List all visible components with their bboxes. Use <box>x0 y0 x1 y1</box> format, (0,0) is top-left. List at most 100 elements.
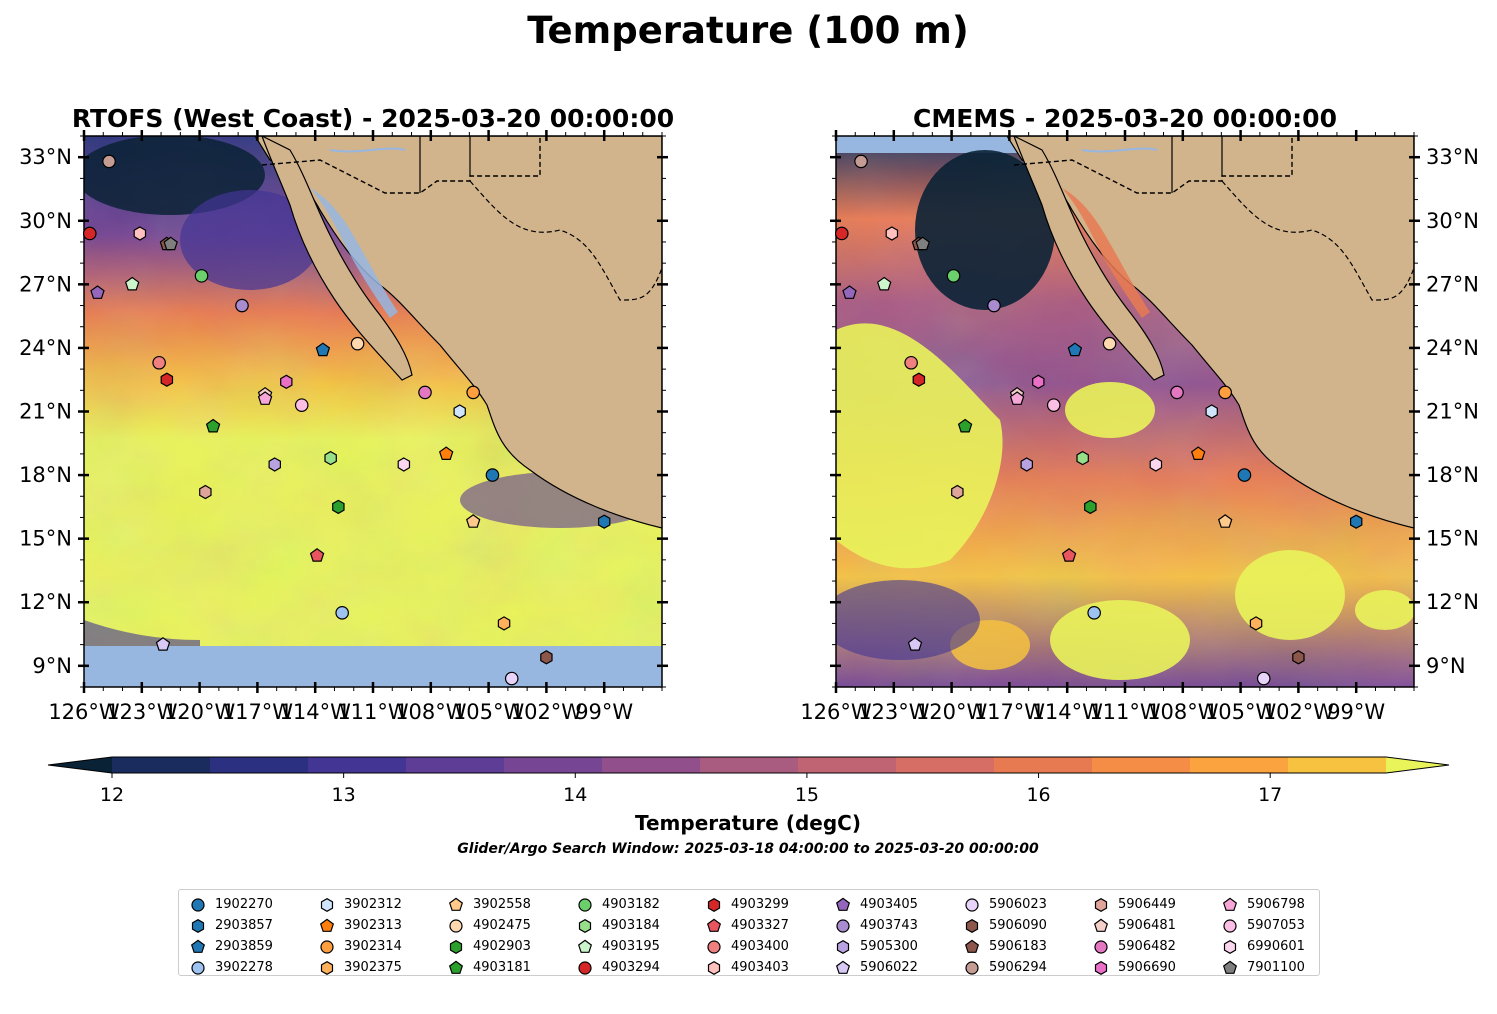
legend-label: 2903859 <box>215 939 273 954</box>
legend-marker-4903195 <box>577 939 593 953</box>
y-tick-label: 24°N <box>19 336 72 360</box>
legend-entry: 4902903 <box>447 936 531 957</box>
y-tick-label: 30°N <box>19 209 72 233</box>
legend-entry: 4902475 <box>447 915 531 936</box>
float-marker-4903405-rtofs <box>90 285 105 299</box>
float-marker-3902314-rtofs <box>466 385 480 400</box>
float-marker-5905300-cmems <box>1020 457 1034 472</box>
hexagon-marker-icon <box>1223 939 1237 954</box>
gulf-california-rtofs <box>310 188 398 318</box>
y-tick-label: 21°N <box>19 400 72 424</box>
legend-marker-5906482 <box>1094 939 1108 954</box>
pentagon-marker-icon <box>448 960 464 974</box>
circle-marker-icon <box>965 897 979 912</box>
colorbar-tick-label: 13 <box>332 784 356 806</box>
river-cmems <box>1081 147 1158 153</box>
legend-entry: 5906690 <box>1092 957 1176 978</box>
circle-marker-icon <box>320 939 334 954</box>
legend-marker-4903184 <box>578 918 592 933</box>
circle-marker-icon <box>578 960 592 975</box>
float-marker-5906482-cmems <box>1170 385 1184 400</box>
pentagon-marker-icon <box>706 918 722 932</box>
legend-column: 3902558 4902475 4902903 4903181 <box>447 894 531 978</box>
legend-label: 5906294 <box>989 960 1047 975</box>
x-tick-label: 111°W <box>1089 700 1161 724</box>
hexagon-marker-icon <box>320 960 334 975</box>
legend-entry: 4903403 <box>705 957 789 978</box>
legend-label: 3902558 <box>473 897 531 912</box>
float-marker-7901100-cmems <box>915 236 930 251</box>
pentagon-marker-icon <box>1222 897 1238 911</box>
legend-entry: 3902278 <box>189 957 273 978</box>
legend-entry: 5905300 <box>834 936 918 957</box>
gulf-california-cmems <box>1062 188 1150 318</box>
border-interior-rtofs <box>469 180 662 301</box>
float-marker-4903182-rtofs <box>194 269 209 283</box>
legend-marker-4903400 <box>707 939 721 954</box>
legend-entry: 1902270 <box>189 894 273 915</box>
float-marker-7901100-rtofs <box>163 236 178 251</box>
float-marker-5906449-rtofs <box>199 484 212 500</box>
legend-marker-2903859 <box>190 939 206 953</box>
circle-marker-icon <box>1094 939 1108 954</box>
hexagon-marker-icon <box>578 918 592 933</box>
float-marker-2903857-rtofs <box>597 514 611 529</box>
float-marker-5906090-cmems <box>1292 650 1305 665</box>
colorbar-segment <box>112 757 211 773</box>
colorbar-segment <box>308 757 407 773</box>
float-marker-3902375-cmems <box>1249 616 1263 631</box>
legend-marker-3902312 <box>320 897 334 912</box>
float-marker-4903743-rtofs <box>235 298 249 313</box>
legend-marker-3902313 <box>319 918 335 932</box>
float-marker-5906690-rtofs <box>280 374 293 389</box>
legend-label: 5906482 <box>1118 939 1176 954</box>
colorbar: 12 13 14 15 16 17 Temperature (degC) <box>47 756 1450 835</box>
float-marker-4903195-cmems <box>876 276 892 291</box>
x-tick-label: 99°W <box>575 700 633 724</box>
legend-label: 5906090 <box>989 918 1047 933</box>
float-marker-6990601-cmems <box>1149 457 1163 472</box>
float-marker-5906022-cmems <box>907 637 923 651</box>
legend-marker-4903327 <box>706 918 722 932</box>
legend-label: 4903743 <box>860 918 918 933</box>
colorbar-segment <box>210 757 309 773</box>
legend-label: 5905300 <box>860 939 918 954</box>
pentagon-marker-icon <box>835 897 851 911</box>
float-marker-5906023-cmems <box>1256 671 1271 686</box>
float-marker-5906690-cmems <box>1032 374 1045 389</box>
legend-entry: 5906798 <box>1221 894 1305 915</box>
pentagon-marker-icon <box>964 939 980 953</box>
float-marker-3902313-rtofs <box>438 446 454 460</box>
pentagon-marker-icon <box>1222 960 1238 974</box>
legend-marker-3902558 <box>448 897 464 911</box>
float-marker-4902903-cmems <box>1084 499 1097 515</box>
circle-marker-icon <box>191 960 205 975</box>
legend-marker-5907053 <box>1223 918 1237 933</box>
axis-ticks-cmems: 126°W123°W120°W117°W114°W111°W108°W105°W… <box>800 130 1479 724</box>
y-tick-label: 33°N <box>19 145 72 169</box>
legend-marker-3902278 <box>191 960 205 975</box>
land-baja-cmems <box>1013 136 1165 381</box>
legend-marker-2903857 <box>191 918 205 933</box>
legend-entry: 3902314 <box>318 936 402 957</box>
legend-entry: 2903859 <box>189 936 273 957</box>
legend-marker-3902375 <box>320 960 334 975</box>
legend-marker-5906798 <box>1222 897 1238 911</box>
circle-marker-icon <box>965 960 979 975</box>
legend-marker-5906023 <box>965 897 979 912</box>
legend-entry: 5906183 <box>963 936 1047 957</box>
legend-column: 5906449 5906481 5906482 5906690 <box>1092 894 1176 978</box>
float-marker-4903294-rtofs <box>82 226 97 241</box>
float-marker-3902558-cmems <box>1217 514 1233 528</box>
float-marker-4902475-rtofs <box>350 336 365 351</box>
circle-marker-icon <box>1223 918 1237 933</box>
panel-title-cmems: CMEMS - 2025-03-20 00:00:00 <box>913 104 1337 133</box>
legend-label: 4903294 <box>602 960 660 975</box>
pentagon-marker-icon <box>448 897 464 911</box>
pentagon-marker-icon <box>190 939 206 953</box>
state-lines-cmems <box>1171 136 1223 193</box>
hexagon-marker-icon <box>707 960 721 975</box>
legend-label: 3902314 <box>344 939 402 954</box>
float-marker-3902313-cmems <box>1190 446 1206 460</box>
x-tick-label: 108°W <box>395 700 467 724</box>
